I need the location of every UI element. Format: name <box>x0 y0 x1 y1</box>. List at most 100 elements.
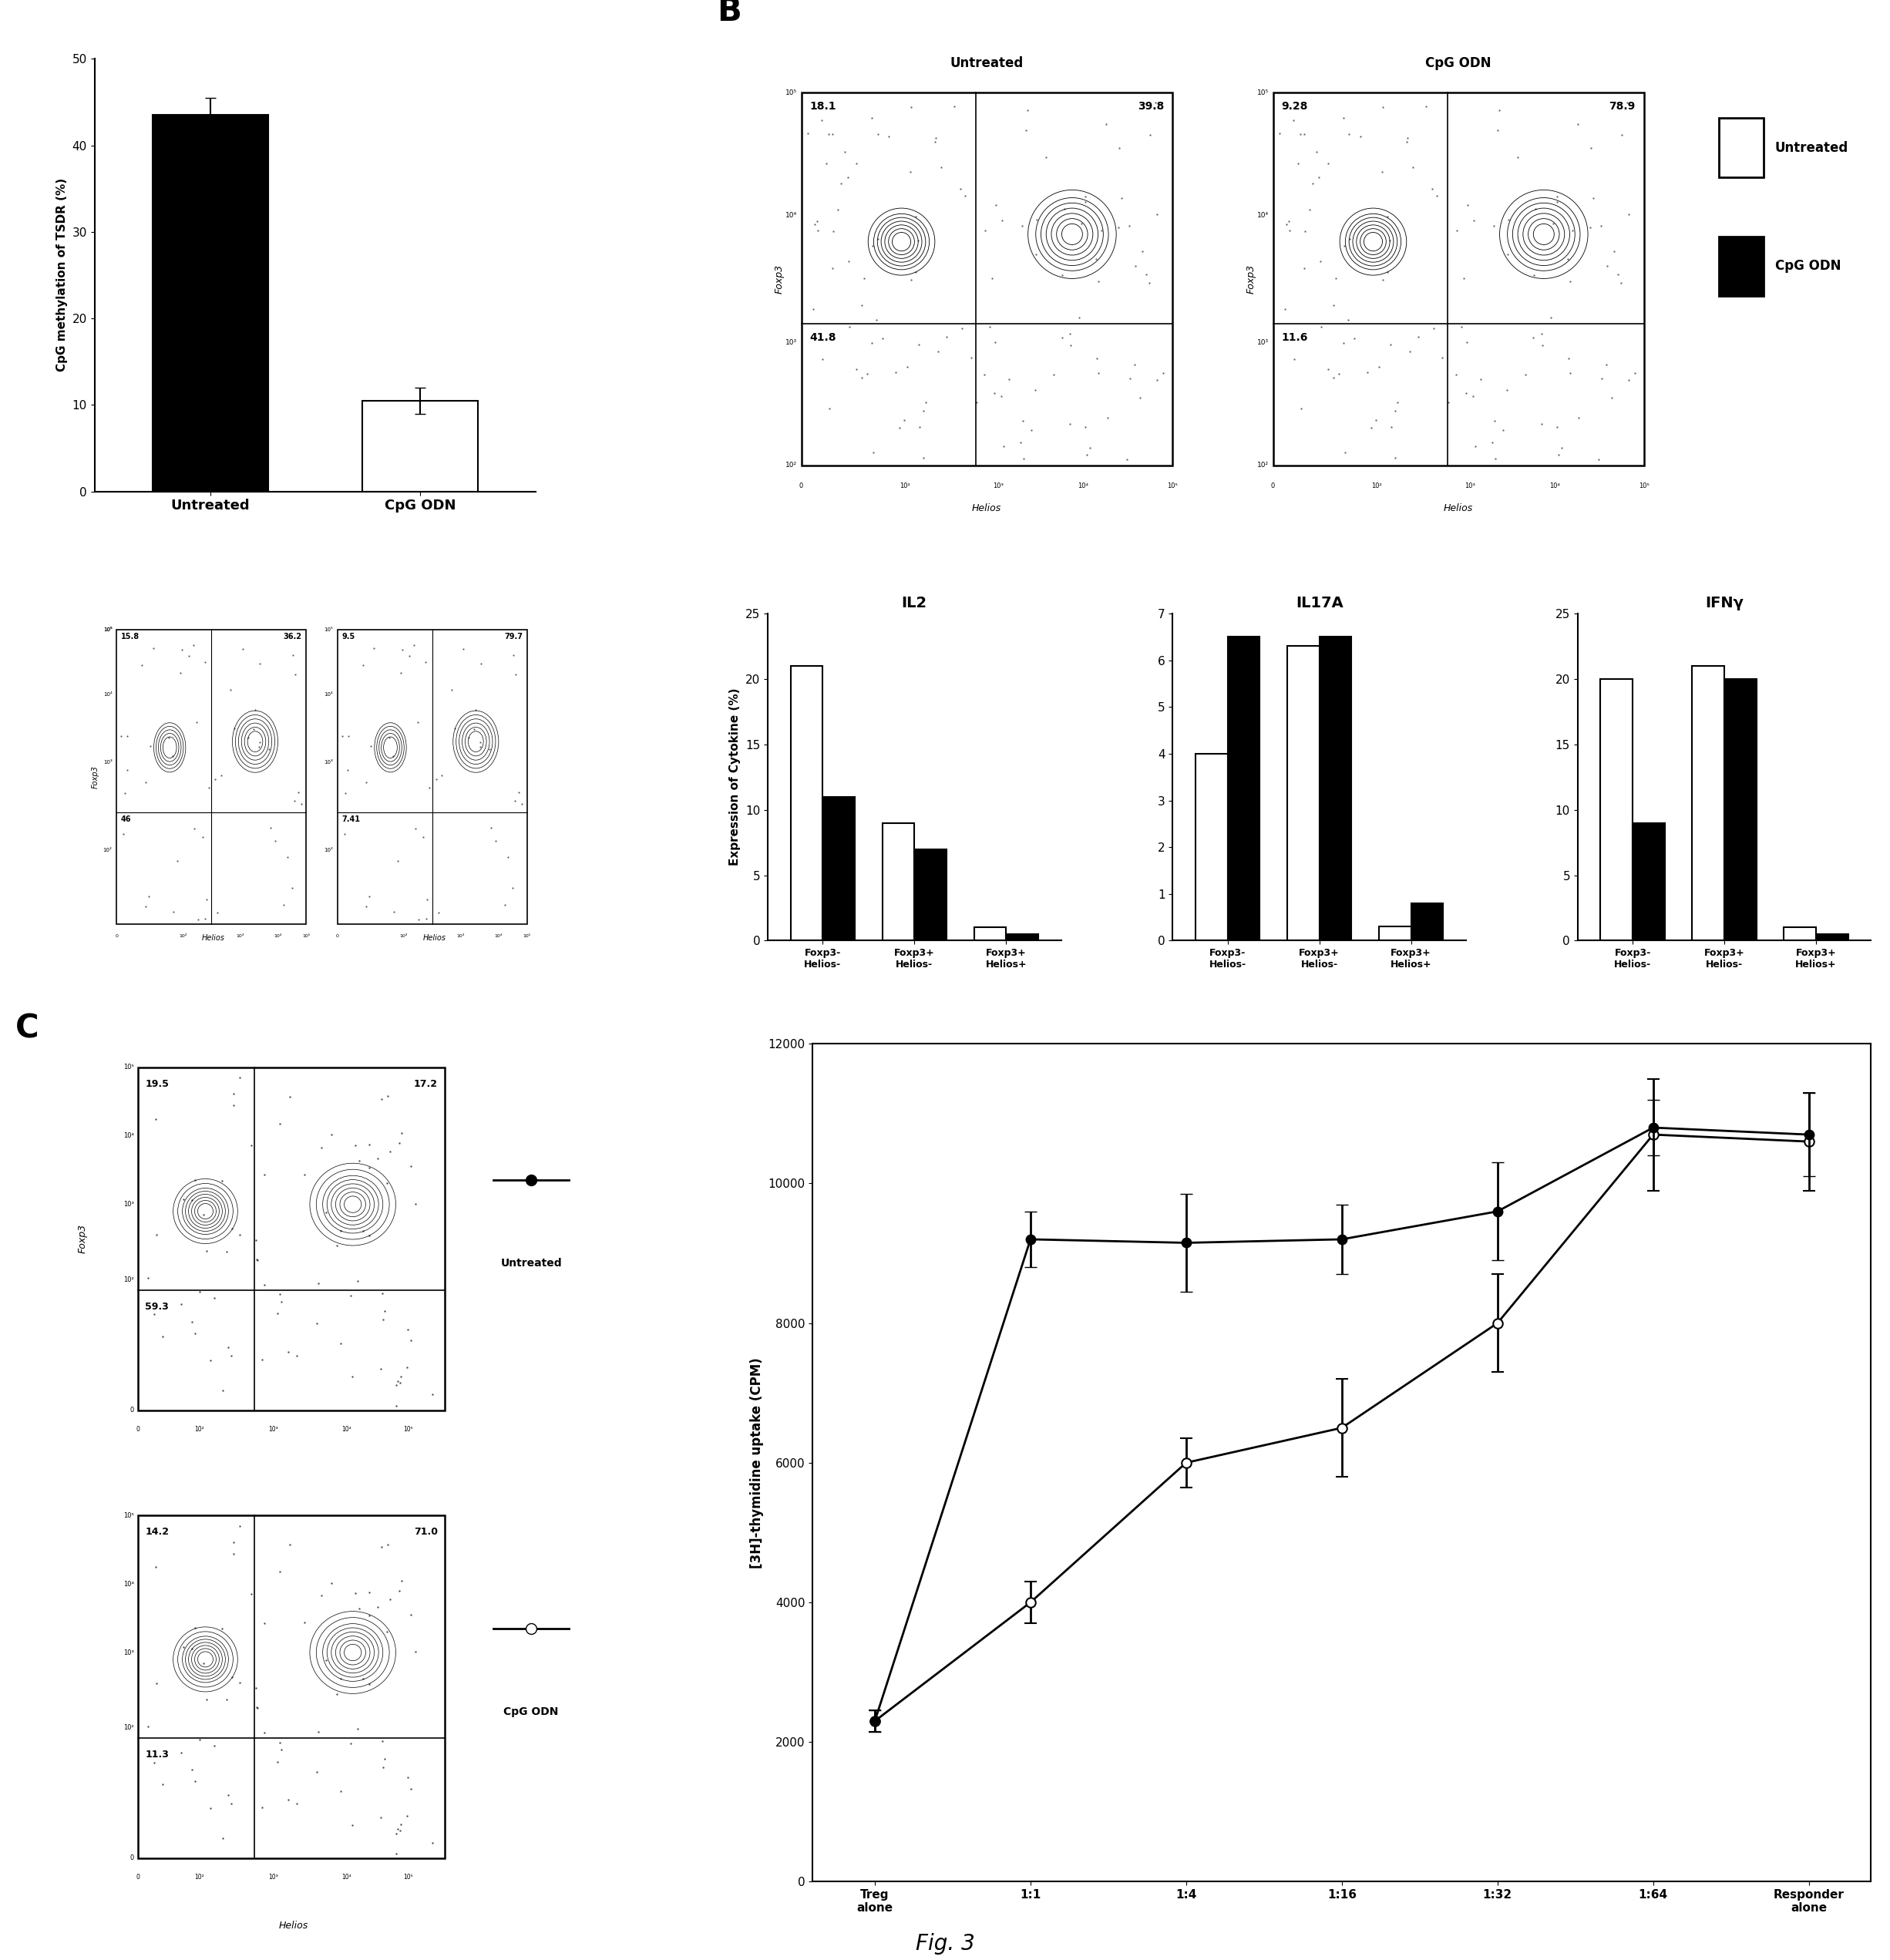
Point <box>1111 443 1142 474</box>
Text: 19.5: 19.5 <box>146 1078 168 1090</box>
Point <box>1542 439 1572 470</box>
Point <box>1142 198 1172 229</box>
Point <box>888 404 919 435</box>
Point <box>1366 157 1397 188</box>
Point <box>369 1744 399 1776</box>
Y-axis label: CpG methylation of TSDR (%): CpG methylation of TSDR (%) <box>57 178 68 372</box>
Text: 7.41: 7.41 <box>342 815 361 823</box>
Point <box>1527 318 1557 349</box>
Point <box>1066 208 1096 239</box>
Point <box>1332 304 1363 335</box>
Point <box>276 872 306 904</box>
Point <box>1329 229 1359 261</box>
Text: 46: 46 <box>121 815 132 823</box>
Point <box>393 1762 423 1793</box>
Point <box>344 1145 374 1176</box>
Point <box>801 206 832 237</box>
Point <box>403 904 433 935</box>
Point <box>1128 235 1159 267</box>
Point <box>1285 392 1315 423</box>
Point <box>412 884 442 915</box>
Point <box>382 1390 412 1421</box>
Point <box>1278 104 1308 135</box>
Point <box>176 1754 206 1786</box>
Point <box>176 1305 206 1337</box>
Point <box>374 1135 404 1166</box>
Point <box>372 1529 403 1560</box>
Point <box>325 1664 355 1695</box>
Point <box>386 657 416 688</box>
Text: 10²: 10² <box>195 1425 204 1433</box>
Text: B: B <box>716 0 741 27</box>
Text: 10²: 10² <box>180 935 187 937</box>
Point <box>333 719 363 751</box>
Point <box>336 1809 367 1840</box>
Point <box>1113 210 1143 241</box>
Point <box>208 1823 238 1854</box>
Point <box>1591 349 1622 380</box>
Text: Foxp3: Foxp3 <box>775 265 784 294</box>
Point <box>310 1198 340 1229</box>
Point <box>166 635 197 666</box>
Point <box>920 125 951 157</box>
Text: 10³: 10³ <box>1257 339 1268 345</box>
Point <box>138 1746 168 1778</box>
Point <box>200 1731 231 1762</box>
Point <box>1433 386 1463 417</box>
Point <box>1395 335 1425 367</box>
Text: CpG ODN: CpG ODN <box>503 1707 559 1717</box>
Point <box>217 1662 248 1693</box>
Text: 15.8: 15.8 <box>121 633 140 641</box>
Point <box>1055 408 1085 439</box>
Point <box>1491 374 1521 406</box>
Point <box>365 1801 395 1833</box>
Point <box>200 1282 231 1313</box>
Point <box>849 263 879 294</box>
Point <box>909 396 939 427</box>
Point <box>382 1366 412 1397</box>
Point <box>856 327 886 359</box>
Point <box>316 1568 346 1599</box>
Point <box>289 1158 319 1190</box>
Point <box>225 1062 255 1094</box>
Point <box>282 1788 312 1819</box>
Text: 59.3: 59.3 <box>146 1301 168 1311</box>
Point <box>386 1360 416 1392</box>
Point <box>847 363 877 394</box>
Point <box>1038 359 1068 390</box>
Point <box>1527 408 1557 439</box>
Point <box>348 1664 378 1695</box>
Point <box>1574 212 1605 243</box>
Point <box>387 635 418 666</box>
Point <box>306 1580 336 1611</box>
Point <box>911 386 941 417</box>
Point <box>340 1578 370 1609</box>
Point <box>189 1648 219 1680</box>
Point <box>811 147 841 178</box>
Point <box>1070 186 1100 218</box>
Bar <box>1380 927 1412 941</box>
Point <box>1521 194 1552 225</box>
Point <box>1527 329 1557 361</box>
Point <box>1442 216 1472 247</box>
Point <box>1393 122 1423 153</box>
Point <box>896 157 926 188</box>
Point <box>187 821 217 853</box>
Point <box>1555 267 1586 298</box>
Point <box>493 841 524 872</box>
Point <box>1142 365 1172 396</box>
Text: 10²: 10² <box>1372 482 1382 490</box>
Point <box>1323 359 1353 390</box>
Point <box>289 1607 319 1639</box>
Point <box>816 120 847 151</box>
Point <box>215 1341 246 1372</box>
Point <box>127 649 157 680</box>
Text: 10³: 10³ <box>1465 482 1474 490</box>
Point <box>348 1215 378 1247</box>
Point <box>1554 243 1584 274</box>
Text: 11.3: 11.3 <box>146 1750 168 1760</box>
Point <box>353 1668 384 1699</box>
Point <box>1557 216 1588 247</box>
Point <box>1376 329 1406 361</box>
Point <box>1480 443 1510 474</box>
